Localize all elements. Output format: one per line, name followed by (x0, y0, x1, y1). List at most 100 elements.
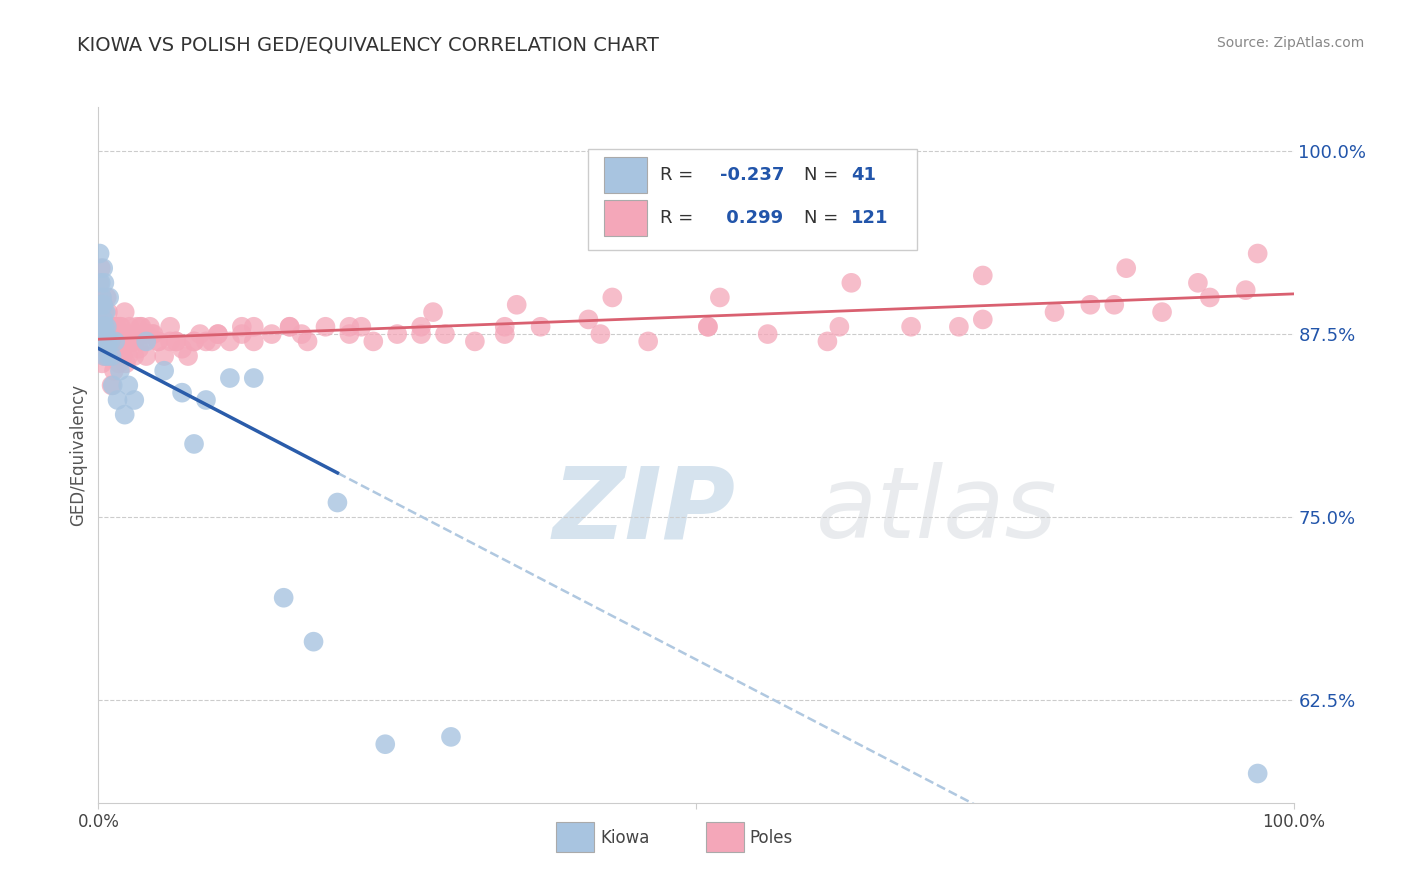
Point (114, 305, 136, 319)
Point (756, 327, 779, 342)
Point (105, 334, 128, 349)
Point (91, 334, 114, 349)
Point (97, 305, 120, 319)
Point (141, 327, 163, 342)
Point (114, 327, 136, 342)
Point (98, 349, 121, 363)
Point (98, 290, 121, 304)
Point (195, 392, 218, 407)
Point (374, 737, 396, 751)
Point (411, 327, 433, 342)
Point (172, 342, 194, 356)
Point (98, 349, 121, 363)
Point (188, 327, 211, 342)
Point (91, 319, 114, 334)
Point (231, 327, 253, 342)
Point (153, 349, 176, 363)
Point (1043, 305, 1066, 319)
Point (108, 319, 131, 334)
Point (385, 327, 409, 342)
Point (815, 334, 838, 349)
Point (124, 392, 146, 407)
Point (91, 290, 114, 304)
Point (302, 634, 325, 648)
Point (172, 385, 194, 400)
Point (111, 349, 134, 363)
Point (697, 319, 720, 334)
Y-axis label: GED/Equivalency: GED/Equivalency (69, 384, 87, 526)
Point (273, 591, 295, 605)
Point (108, 334, 131, 349)
Point (121, 334, 143, 349)
Point (94, 327, 117, 342)
Point (96, 334, 118, 349)
Point (93, 305, 115, 319)
Point (207, 327, 229, 342)
Point (315, 319, 337, 334)
Point (104, 349, 127, 363)
Point (125, 319, 148, 334)
Point (219, 371, 242, 385)
Point (91, 312, 114, 326)
Text: 121: 121 (852, 210, 889, 227)
Point (118, 319, 141, 334)
Point (709, 290, 731, 304)
Point (101, 378, 124, 392)
Text: atlas: atlas (815, 462, 1057, 559)
Point (165, 334, 187, 349)
Point (132, 334, 155, 349)
Point (97, 327, 120, 342)
Point (114, 408, 136, 422)
Point (104, 349, 127, 363)
Point (148, 334, 170, 349)
Point (339, 327, 361, 342)
Point (142, 327, 165, 342)
Point (94, 305, 117, 319)
Point (93, 349, 115, 363)
Point (530, 319, 553, 334)
Point (494, 327, 516, 342)
Point (125, 327, 148, 342)
Point (165, 334, 187, 349)
Point (90, 298, 112, 312)
Point (124, 334, 146, 349)
Point (93, 319, 115, 334)
Point (195, 334, 218, 349)
Point (112, 334, 135, 349)
Point (110, 319, 132, 334)
Point (260, 327, 283, 342)
Point (1199, 290, 1222, 304)
Point (98, 342, 122, 356)
Point (135, 334, 157, 349)
Point (96, 334, 118, 349)
Point (97, 334, 120, 349)
Point (96, 290, 118, 304)
Point (243, 319, 266, 334)
Text: KIOWA VS POLISH GED/EQUIVALENCY CORRELATION CHART: KIOWA VS POLISH GED/EQUIVALENCY CORRELAT… (77, 36, 659, 54)
Point (1115, 261, 1137, 276)
Point (91, 298, 114, 312)
Point (90, 319, 112, 334)
Point (100, 378, 122, 392)
Point (135, 349, 157, 363)
Point (117, 327, 139, 342)
Point (107, 334, 129, 349)
FancyBboxPatch shape (605, 157, 647, 194)
Point (1104, 298, 1126, 312)
Point (107, 356, 129, 370)
Point (107, 392, 129, 407)
Point (350, 319, 373, 334)
Point (1152, 305, 1174, 319)
Text: -0.237: -0.237 (720, 166, 785, 185)
Point (159, 334, 181, 349)
Point (153, 364, 176, 378)
Point (440, 730, 463, 744)
Point (90, 298, 112, 312)
Point (89, 246, 111, 260)
Point (94, 327, 117, 342)
Point (98, 334, 122, 349)
FancyBboxPatch shape (557, 822, 595, 852)
Point (117, 349, 139, 363)
Point (91, 261, 114, 276)
Point (828, 319, 851, 334)
